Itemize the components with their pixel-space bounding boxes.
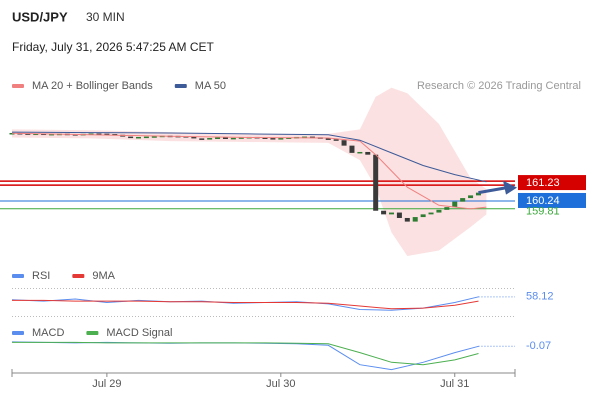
candle: [389, 212, 394, 215]
candle: [460, 198, 466, 202]
level-label: 161.23: [526, 177, 560, 189]
series-line: [11, 132, 487, 210]
candle: [191, 136, 197, 139]
legend-label: MA 20 + Bollinger Bands: [32, 80, 153, 92]
series-line: [12, 341, 479, 366]
legend-swatch: [72, 274, 85, 278]
candle: [412, 217, 418, 222]
candle: [357, 151, 363, 154]
candle: [404, 217, 410, 222]
candle: [151, 136, 157, 138]
candle: [238, 137, 244, 139]
candle: [444, 207, 450, 210]
legend-swatch: [174, 84, 187, 88]
arrow-head: [503, 180, 517, 195]
candle: [468, 195, 474, 199]
candle: [309, 136, 315, 139]
candle: [373, 154, 379, 211]
legend-label: RSI: [32, 270, 50, 282]
interval: 30 MIN: [86, 10, 125, 24]
candle: [262, 137, 268, 139]
candle: [286, 137, 292, 139]
candle: [428, 212, 434, 215]
candle: [215, 137, 221, 139]
candle: [396, 212, 402, 218]
series-line: [12, 299, 479, 310]
candle: [365, 151, 371, 155]
candle: [143, 136, 149, 139]
series-line: [11, 131, 487, 183]
level-label: 159.81: [526, 206, 560, 218]
legend-label: 9MA: [92, 270, 115, 282]
x-tick-label: Jul 29: [92, 378, 121, 390]
candle: [128, 136, 134, 139]
candle: [333, 139, 339, 141]
legend-label: MACD: [32, 327, 64, 339]
bollinger-band: [12, 87, 487, 256]
candle: [88, 133, 94, 136]
candle: [207, 138, 213, 140]
legend-label: MACD Signal: [106, 327, 172, 339]
candle: [96, 133, 102, 136]
projection-arrow: [478, 186, 508, 195]
legend-swatch: [12, 84, 24, 88]
candle: [420, 214, 426, 218]
candle: [33, 133, 39, 136]
candle: [341, 140, 347, 146]
candle: [325, 138, 331, 140]
last-value-label: 58.12: [526, 291, 554, 303]
level-label: 160.24: [526, 195, 560, 207]
symbol: USD/JPY: [12, 9, 68, 24]
candle: [230, 137, 236, 140]
legend-swatch: [86, 331, 99, 335]
x-tick-label: Jul 31: [440, 378, 469, 390]
candle: [452, 201, 458, 208]
candle: [436, 209, 442, 213]
level-badge: [518, 175, 586, 191]
candle: [136, 136, 141, 139]
candle: [475, 192, 481, 196]
candle: [349, 145, 355, 153]
candle: [199, 138, 205, 140]
credit: Research © 2026 Trading Central: [417, 80, 581, 92]
timestamp: Friday, July 31, 2026 5:47:25 AM CET: [12, 40, 215, 54]
candle: [49, 133, 55, 136]
candle: [270, 138, 276, 140]
last-value-label: -0.07: [526, 340, 551, 352]
legend-label: MA 50: [195, 80, 226, 92]
candle: [278, 138, 284, 140]
candle: [222, 137, 228, 139]
legend-swatch: [12, 274, 24, 278]
candle: [104, 133, 110, 136]
x-tick-label: Jul 30: [266, 378, 295, 390]
legend-swatch: [12, 331, 24, 335]
candle: [381, 210, 387, 215]
candle: [302, 136, 308, 139]
level-badge: [518, 192, 586, 208]
